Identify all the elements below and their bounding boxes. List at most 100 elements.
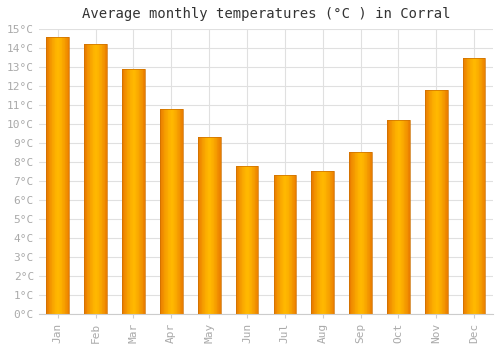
Bar — [321, 172, 322, 314]
Bar — [325, 172, 326, 314]
Bar — [168, 109, 169, 314]
Bar — [54, 37, 56, 314]
Bar — [144, 69, 145, 314]
Bar — [428, 90, 430, 314]
Bar — [132, 69, 134, 314]
Bar — [463, 57, 485, 314]
Bar — [122, 69, 123, 314]
Bar — [463, 57, 464, 314]
Bar — [357, 153, 358, 314]
Bar — [104, 44, 106, 314]
Bar — [446, 90, 447, 314]
Bar — [84, 44, 107, 314]
Bar — [442, 90, 443, 314]
Bar — [202, 137, 203, 314]
Bar — [438, 90, 440, 314]
Bar — [50, 37, 51, 314]
Bar — [206, 137, 207, 314]
Bar — [165, 109, 166, 314]
Bar — [160, 109, 182, 314]
Bar — [433, 90, 434, 314]
Bar — [160, 109, 162, 314]
Bar — [169, 109, 170, 314]
Bar — [285, 175, 286, 314]
Bar — [391, 120, 392, 314]
Bar — [402, 120, 403, 314]
Bar — [209, 137, 210, 314]
Bar — [392, 120, 393, 314]
Bar — [322, 172, 324, 314]
Bar — [63, 37, 64, 314]
Bar — [178, 109, 179, 314]
Bar — [60, 37, 61, 314]
Bar — [180, 109, 181, 314]
Bar — [89, 44, 90, 314]
Bar — [441, 90, 442, 314]
Bar — [469, 57, 470, 314]
Bar — [282, 175, 284, 314]
Bar — [122, 69, 145, 314]
Bar — [253, 166, 254, 314]
Bar — [275, 175, 276, 314]
Bar — [312, 172, 313, 314]
Bar — [390, 120, 391, 314]
Bar — [62, 37, 63, 314]
Bar — [292, 175, 293, 314]
Bar — [254, 166, 256, 314]
Bar — [274, 175, 296, 314]
Bar — [162, 109, 163, 314]
Bar — [213, 137, 214, 314]
Bar — [443, 90, 444, 314]
Bar — [431, 90, 432, 314]
Bar — [360, 153, 362, 314]
Bar — [140, 69, 141, 314]
Bar — [126, 69, 128, 314]
Bar — [85, 44, 86, 314]
Bar — [101, 44, 102, 314]
Bar — [124, 69, 125, 314]
Bar — [48, 37, 50, 314]
Bar — [96, 44, 97, 314]
Bar — [350, 153, 352, 314]
Bar — [86, 44, 88, 314]
Bar — [248, 166, 250, 314]
Bar — [207, 137, 208, 314]
Bar — [58, 37, 59, 314]
Bar — [326, 172, 328, 314]
Bar — [408, 120, 409, 314]
Bar — [208, 137, 209, 314]
Bar — [167, 109, 168, 314]
Bar — [349, 153, 372, 314]
Bar — [313, 172, 314, 314]
Bar — [427, 90, 428, 314]
Bar — [136, 69, 137, 314]
Bar — [396, 120, 397, 314]
Bar — [138, 69, 140, 314]
Bar — [394, 120, 396, 314]
Bar — [465, 57, 466, 314]
Bar — [425, 90, 426, 314]
Bar — [393, 120, 394, 314]
Bar — [243, 166, 244, 314]
Bar — [68, 37, 69, 314]
Bar — [472, 57, 474, 314]
Bar — [276, 175, 278, 314]
Bar — [466, 57, 468, 314]
Bar — [219, 137, 220, 314]
Bar — [128, 69, 129, 314]
Bar — [123, 69, 124, 314]
Bar — [174, 109, 175, 314]
Bar — [369, 153, 370, 314]
Bar — [56, 37, 57, 314]
Bar — [66, 37, 67, 314]
Bar — [240, 166, 241, 314]
Bar — [166, 109, 167, 314]
Bar — [164, 109, 165, 314]
Bar — [125, 69, 126, 314]
Bar — [102, 44, 103, 314]
Bar — [67, 37, 68, 314]
Title: Average monthly temperatures (°C ) in Corral: Average monthly temperatures (°C ) in Co… — [82, 7, 450, 21]
Bar — [370, 153, 371, 314]
Bar — [398, 120, 399, 314]
Bar — [94, 44, 95, 314]
